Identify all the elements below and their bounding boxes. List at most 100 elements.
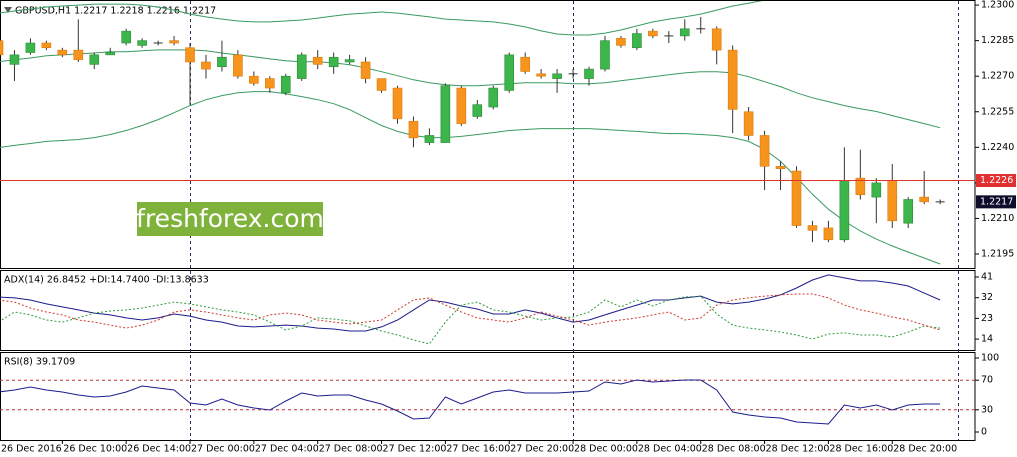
y-tick-label: 32 — [981, 292, 993, 303]
x-tick-label: 27 Dec 00:00 — [191, 444, 255, 455]
candle-body — [743, 111, 754, 136]
candle-body — [600, 40, 610, 70]
x-tick-label: 28 Dec 04:00 — [638, 444, 702, 455]
candle-body — [711, 28, 722, 51]
line-series — [0, 49, 941, 129]
x-tick-label: 28 Dec 16:00 — [829, 444, 893, 455]
price-line-label: 1.2226 — [980, 175, 1013, 186]
candle-body — [536, 73, 546, 77]
adx-panel-frame — [0, 270, 976, 351]
x-tick-label: 27 Dec 08:00 — [319, 444, 383, 455]
main-panel-frame — [0, 0, 976, 269]
x-tick-label: 28 Dec 08:00 — [702, 444, 766, 455]
adx-title: ADX(14) 26.8452 +DI:14.7400 -DI:13.8633 — [4, 275, 209, 286]
last-price-label: 1.2217 — [980, 196, 1013, 207]
candle-body — [344, 59, 355, 63]
candle-body — [855, 177, 866, 196]
x-tick-label: 28 Dec 12:00 — [766, 444, 830, 455]
y-tick-label: 41 — [981, 271, 993, 282]
candle-body — [648, 30, 658, 37]
candle-body — [727, 49, 738, 110]
chart-title: GBPUSD,H1 1.2217 1.2218 1.2216 1.2217 — [15, 6, 216, 17]
candle-body — [839, 180, 850, 241]
candle-body — [823, 227, 834, 241]
candle-body — [903, 199, 914, 224]
last-price-box — [976, 195, 1016, 209]
y-tick-label: 1.2270 — [981, 71, 1014, 82]
candle-body — [105, 52, 116, 56]
rsi-panel-frame — [0, 352, 976, 441]
line-series — [0, 295, 941, 345]
x-tick-label: 28 Dec 00:00 — [574, 444, 638, 455]
x-tick-label: 27 Dec 12:00 — [383, 444, 447, 455]
candle-body — [328, 56, 339, 68]
panel-frames — [0, 0, 976, 441]
candle-body — [57, 49, 68, 56]
candle-body — [791, 170, 802, 226]
y-tick-label: 30 — [981, 404, 993, 415]
candle-body — [408, 120, 419, 139]
x-tick-label: 27 Dec 20:00 — [510, 444, 574, 455]
candle-body — [249, 75, 259, 84]
candle-body — [169, 40, 179, 44]
candle-body — [679, 28, 690, 37]
panel-candlestick — [0, 1, 945, 265]
candle-body — [424, 135, 435, 143]
candle-body — [807, 225, 818, 231]
rsi-title: RSI(8) 39.1709 — [4, 357, 75, 368]
candle-body — [137, 40, 147, 46]
x-tick-label: 26 Dec 14:00 — [127, 444, 191, 455]
candle-body — [201, 61, 211, 70]
candle-body — [360, 61, 371, 79]
y-tick-label: 14 — [981, 334, 993, 345]
x-tick-label: 27 Dec 16:00 — [446, 444, 510, 455]
candle-body — [919, 196, 929, 203]
y-tick-label: 1.2195 — [981, 249, 1014, 260]
candle-body — [632, 33, 642, 49]
candle-body — [552, 73, 562, 79]
x-tick-label: 28 Dec 20:00 — [893, 444, 957, 455]
x-tick-label: 27 Dec 04:00 — [255, 444, 319, 455]
candle-body — [616, 37, 626, 46]
candle-body — [233, 54, 243, 77]
x-tick-label: 26 Dec 10:00 — [63, 444, 127, 455]
y-tick-label: 70 — [981, 375, 993, 386]
candle-body — [392, 87, 403, 120]
candle-body — [759, 135, 770, 167]
x-tick-label: 26 Dec 2016 — [1, 444, 62, 455]
candle-body — [41, 42, 52, 49]
watermark: freshforex.com — [136, 204, 324, 233]
menu-triangle — [4, 7, 12, 13]
candle-body — [584, 68, 594, 79]
y-tick-label: 1.2300 — [981, 0, 1014, 11]
y-tick-label: 1.2285 — [981, 35, 1014, 46]
y-tick-label: 100 — [981, 352, 999, 363]
candle-body — [185, 47, 195, 63]
candle-body — [520, 56, 530, 72]
y-tick-label: 0 — [981, 427, 987, 438]
line-series — [0, 91, 941, 265]
candle-body — [504, 54, 515, 91]
candle-body — [0, 40, 4, 56]
y-tick-label: 1.2255 — [981, 106, 1014, 117]
candle-body — [488, 87, 499, 108]
candle-body — [280, 75, 291, 94]
line-series — [0, 1, 763, 36]
y-tick-label: 23 — [981, 313, 993, 324]
price-line-box — [976, 174, 1016, 188]
line-series — [0, 274, 941, 332]
y-tick-label: 1.2240 — [981, 142, 1014, 153]
line-series — [0, 293, 941, 331]
candle-body — [456, 87, 467, 124]
candle-body — [121, 30, 131, 44]
candle-body — [265, 78, 275, 89]
line-series — [0, 379, 941, 425]
candle-body — [440, 85, 451, 143]
watermark-box — [137, 202, 323, 236]
candle-body — [296, 54, 307, 79]
panel-line — [0, 379, 975, 425]
candle-body — [9, 54, 20, 65]
candle-body — [73, 49, 84, 60]
panel-line — [0, 274, 941, 345]
